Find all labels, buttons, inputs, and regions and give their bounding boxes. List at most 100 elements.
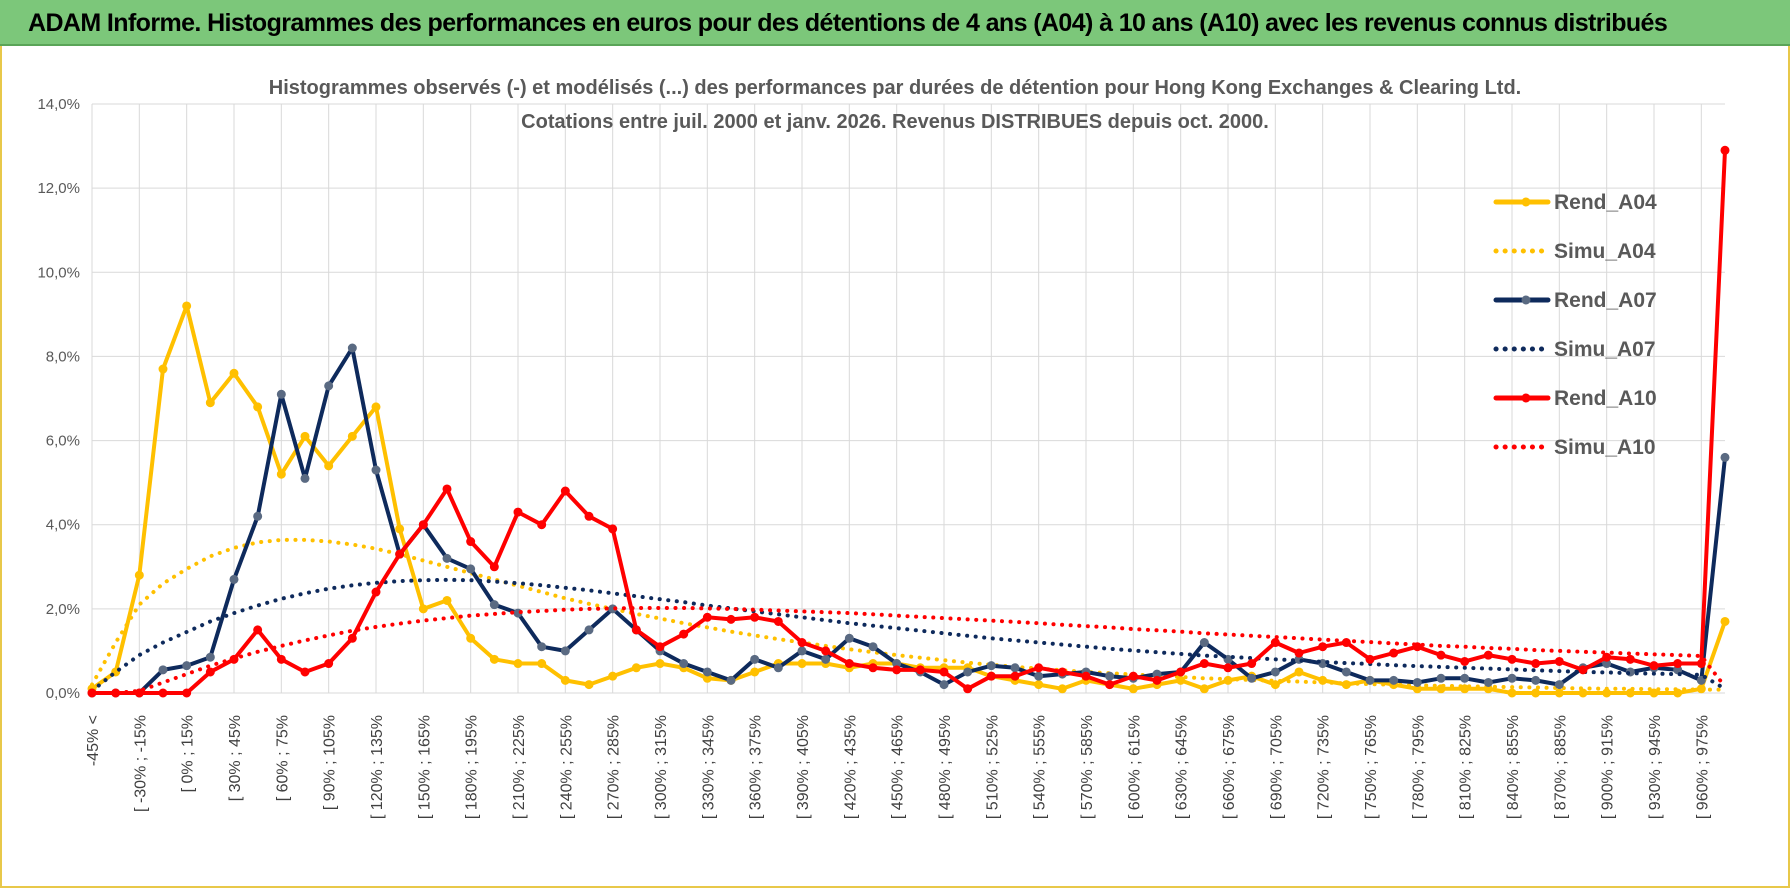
rend-a04-point <box>1507 688 1517 698</box>
x-tick-label: [ 150% ; 165% <box>416 715 433 819</box>
x-tick-label: [ 840% ; 855% <box>1505 715 1522 819</box>
rend-a10-point <box>939 667 949 677</box>
rend-a07-point <box>939 680 949 690</box>
rend-a10-point <box>1152 675 1162 685</box>
simu-a04-curve <box>90 537 1727 692</box>
x-tick-label: [ 810% ; 825% <box>1458 715 1475 819</box>
rend-a07-point <box>868 642 878 652</box>
y-tick-label: 14,0% <box>37 96 80 113</box>
rend-a07-point <box>371 465 381 475</box>
rend-a10-point <box>1294 648 1304 658</box>
rend-a04-point <box>750 667 760 677</box>
rend-a04-point <box>1554 688 1564 698</box>
x-tick-label: [ 390% ; 405% <box>795 715 812 819</box>
x-tick-label: [ 90% ; 105% <box>322 715 339 810</box>
x-tick-label: [ 900% ; 915% <box>1600 715 1617 819</box>
rend-a07-point <box>1389 675 1399 685</box>
rend-a07-point <box>489 600 499 610</box>
rend-a10-point <box>395 549 405 559</box>
rend-a10-point <box>963 684 973 694</box>
x-tick-label: [ 0% ; 15% <box>180 715 197 792</box>
legend-label-rend-a10: Rend_A10 <box>1554 387 1657 410</box>
rend-a10-point <box>844 659 854 669</box>
rend-a10-point <box>1578 665 1588 675</box>
rend-a04-point <box>1199 684 1209 694</box>
rend-a10-point <box>1673 659 1683 669</box>
rend-a07-point <box>1460 673 1470 683</box>
rend-a04-point <box>655 659 665 669</box>
rend-a07-point <box>821 654 831 664</box>
rend-a04-point <box>1057 684 1067 694</box>
rend-a10-point <box>300 667 310 677</box>
rend-a04-point <box>1625 688 1635 698</box>
rend-a10-point <box>1625 654 1635 664</box>
rend-a10-point <box>608 524 618 534</box>
x-tick-label: [ 600% ; 615% <box>1126 715 1143 819</box>
rend-a10-point <box>1199 659 1209 669</box>
rend-a04-point <box>276 469 286 479</box>
series-layer <box>87 145 1730 698</box>
legend-label-simu-a10: Simu_A10 <box>1554 436 1656 459</box>
rend-a07-point <box>347 343 357 353</box>
rend-a10-point <box>584 511 594 521</box>
x-tick-label: -45% < <box>85 715 102 766</box>
x-tick-label: [ 450% ; 465% <box>890 715 907 819</box>
rend-a10-point <box>253 625 263 635</box>
rend-a07-point <box>1199 638 1209 648</box>
rend-a10-point <box>418 520 428 530</box>
x-tick-label: [ 870% ; 885% <box>1552 715 1569 819</box>
x-tick-label: [ 930% ; 945% <box>1647 715 1664 819</box>
legend-marker-rend-a10 <box>1521 393 1531 403</box>
legend-marker-rend-a07 <box>1521 295 1531 305</box>
rend-a10-point <box>371 587 381 597</box>
rend-a10-point <box>1270 638 1280 648</box>
chart-title-line-2: Cotations entre juil. 2000 et janv. 2026… <box>521 111 1269 133</box>
x-tick-label: [ 210% ; 225% <box>511 715 528 819</box>
rend-a10-point <box>1318 642 1328 652</box>
x-tick-label: [ 30% ; 45% <box>227 715 244 801</box>
rend-a10-point <box>1081 671 1091 681</box>
rend-a10-point <box>513 507 523 517</box>
rend-a10-point <box>915 665 925 675</box>
rend-a04-point <box>1578 688 1588 698</box>
rend-a07-point <box>726 675 736 685</box>
rend-a10-point <box>466 537 476 547</box>
rend-a10-point <box>1602 652 1612 662</box>
x-tick-label: [ 750% ; 765% <box>1363 715 1380 819</box>
rend-a07-point <box>1531 675 1541 685</box>
rend-a07-point <box>158 665 168 675</box>
rend-a10-point <box>205 667 215 677</box>
rend-a10-point <box>1010 671 1020 681</box>
rend-a07-point <box>963 667 973 677</box>
rend-a07-point <box>324 381 334 391</box>
x-tick-label: [ 570% ; 585% <box>1079 715 1096 819</box>
legend-label-rend-a07: Rend_A07 <box>1554 289 1657 312</box>
rend-a04-point <box>584 680 594 690</box>
simu-a10-curve <box>90 606 1727 695</box>
x-tick-label: [ 660% ; 675% <box>1221 715 1238 819</box>
rend-a04-line <box>90 303 1727 695</box>
report-banner: ADAM Informe. Histogrammes des performan… <box>0 0 1790 46</box>
rend-a10-point <box>1436 650 1446 660</box>
rend-a07-point <box>1436 673 1446 683</box>
x-tick-label: [ 360% ; 375% <box>748 715 765 819</box>
rend-a07-point <box>560 646 570 656</box>
x-tick-label: [ 300% ; 315% <box>653 715 670 819</box>
rend-a07-point <box>1247 673 1257 683</box>
rend-a07-point <box>679 659 689 669</box>
axis-layer: 0,0% 2,0% 4,0% 6,0% 8,0% 10,0% 12,0% 14,0% -45% … <box>37 96 1711 819</box>
rend-a10-point <box>489 562 499 572</box>
rend-a04-point <box>1128 684 1138 694</box>
rend-a07-point <box>1010 663 1020 673</box>
rend-a04-point <box>300 431 310 441</box>
rend-a04-point <box>253 402 263 412</box>
report-title: ADAM Informe. Histogrammes des performan… <box>28 9 1668 37</box>
rend-a10-point <box>537 520 547 530</box>
y-tick-label: 2,0% <box>46 601 80 618</box>
rend-a10-point <box>1460 656 1470 666</box>
rend-a07-point <box>442 553 452 563</box>
rend-a10-point <box>868 663 878 673</box>
rend-a04-point <box>324 461 334 471</box>
rend-a07-point <box>300 473 310 483</box>
rend-a10-point <box>1057 667 1067 677</box>
